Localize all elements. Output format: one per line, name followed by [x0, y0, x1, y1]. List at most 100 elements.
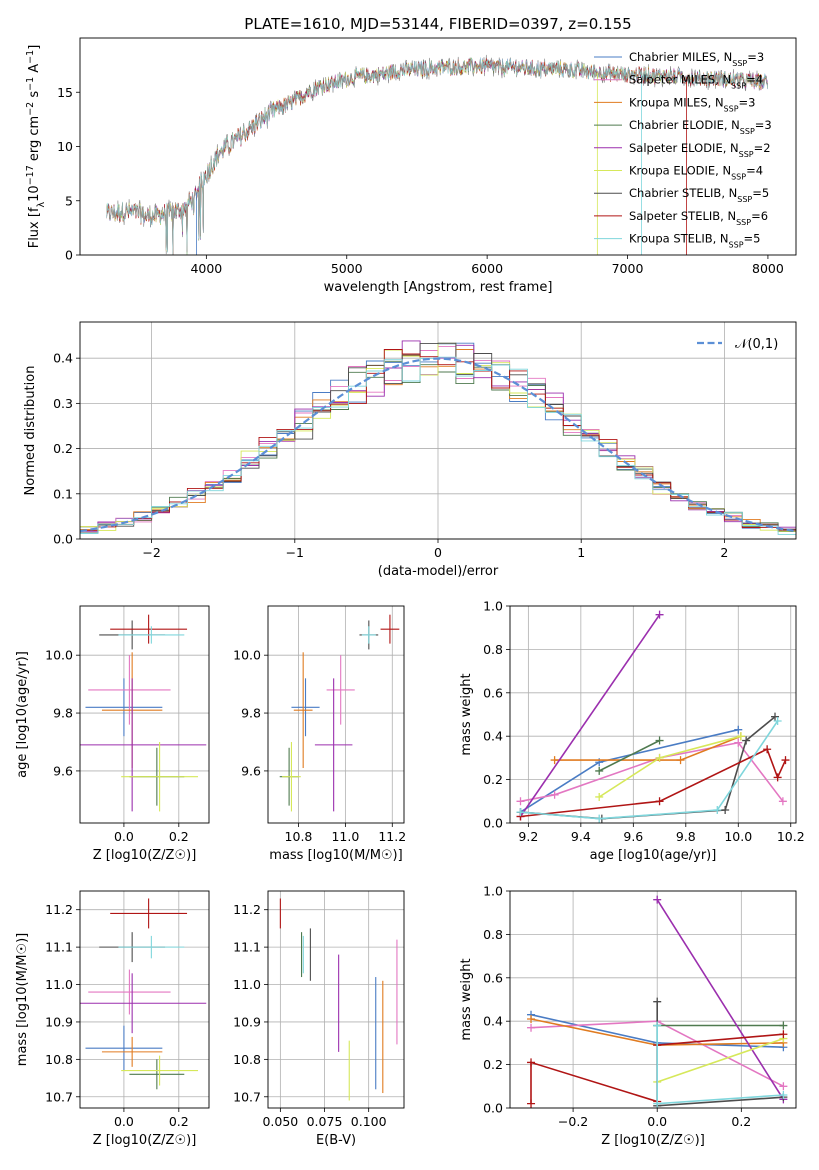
- weight-marker: [655, 753, 664, 762]
- legend-entry: Salpeter MILES, NSSP=4: [629, 73, 763, 91]
- x-tick-label: 2: [720, 545, 728, 560]
- y-tick-label: 0.2: [53, 441, 73, 456]
- x-tick-label: 9.2: [518, 829, 538, 844]
- weight-lines: [527, 895, 788, 1108]
- axes-frame: [79, 605, 210, 824]
- legend-entry: Salpeter STELIB, NSSP=6: [629, 209, 768, 227]
- x-tick-label: 0.050: [262, 1114, 298, 1129]
- weight-marker: [550, 756, 559, 765]
- x-tick-label: −1: [286, 545, 304, 560]
- weight-marker: [653, 1021, 662, 1030]
- x-axis-label: mass [log10(M/M☉)]: [269, 848, 402, 863]
- y-axis-label: age [log10(age/yr)]: [15, 651, 30, 778]
- y-axis-label: mass [log10(M/M☉)]: [15, 933, 30, 1066]
- y-tick-label: 10.8: [233, 1052, 261, 1067]
- y-tick-label: 11.1: [45, 940, 73, 955]
- x-tick-label: 5000: [331, 261, 363, 276]
- weight-marker: [779, 1082, 788, 1091]
- y-axis-label: mass weight: [459, 673, 474, 755]
- axes-frame: [509, 890, 797, 1109]
- x-tick-label: 10.0: [724, 829, 752, 844]
- spectrum-panel: 4000 5000 6000 7000 8000 0 5 10 15 wavelength [An…: [25, 37, 797, 295]
- y-tick-label: 9.6: [241, 763, 261, 778]
- residuals-panel: −2 −1 0 1 2 0.0 0.1 0.2 0.3 0.4 𝒩(0,1) (data-model)…: [23, 321, 797, 579]
- y-axis-label: Normed distribution: [23, 366, 38, 496]
- x-tick-label: 0.0: [114, 829, 134, 844]
- x-tick-label: 0.100: [351, 1114, 387, 1129]
- y-tick-label: 10.9: [45, 1014, 73, 1029]
- y-tick-label: 5: [65, 193, 73, 208]
- y-tick-label: 10.7: [45, 1089, 73, 1104]
- x-tick-label: 0.075: [307, 1114, 343, 1129]
- x-tick-label: 0.2: [169, 1114, 189, 1129]
- weight-marker: [595, 792, 604, 801]
- legend-entry: Chabrier MILES, NSSP=3: [629, 50, 764, 68]
- x-tick-label: 11.0: [331, 829, 359, 844]
- x-tick-label: 7000: [612, 261, 644, 276]
- axes-frame: [79, 890, 210, 1109]
- normal-curve: [80, 357, 796, 533]
- weight-line-salpeter-elodie: [656, 899, 785, 1100]
- x-tick-label: 9.8: [676, 829, 696, 844]
- weight-marker: [779, 1030, 788, 1039]
- x-tick-label: 0.0: [114, 1114, 134, 1129]
- weight-marker: [516, 797, 525, 806]
- x-tick-label: −2: [142, 545, 160, 560]
- weight-marker: [763, 745, 772, 754]
- legend-entry: Salpeter ELODIE, NSSP=2: [629, 141, 771, 159]
- y-tick-label: 0.4: [483, 729, 503, 744]
- x-axis-label: E(B-V): [316, 1133, 356, 1148]
- legend-entry: Kroupa STELIB, NSSP=5: [629, 232, 760, 250]
- y-tick-label: 10.0: [45, 648, 73, 663]
- axes-frame: [79, 321, 797, 540]
- massweight_vs_Z-panel: −0.2 0.0 0.2 0.0 0.2 0.4 0.6 0.8 1.0 Z [log10(Z/Z…: [459, 884, 797, 1148]
- x-tick-label: 0: [434, 545, 442, 560]
- y-tick-label: 11.2: [233, 902, 261, 917]
- weight-marker: [595, 766, 604, 775]
- age_vs_Z-panel: 0.0 0.2 9.6 9.8 10.0 Z [log10(Z/Z☉)] age [log1…: [15, 605, 210, 863]
- x-tick-label: 4000: [190, 261, 222, 276]
- y-tick-label: 11.0: [233, 977, 261, 992]
- weight-marker: [779, 1090, 788, 1099]
- y-tick-label: 0.8: [483, 927, 503, 942]
- x-tick-label: 0.2: [731, 1114, 751, 1129]
- axes-frame: [267, 890, 405, 1109]
- weight-marker: [781, 756, 790, 765]
- errorbars: [80, 614, 207, 812]
- y-tick-label: 0.0: [483, 1101, 503, 1116]
- errorbars: [80, 898, 207, 1090]
- y-tick-label: 0.3: [53, 396, 73, 411]
- spectrum-lines: [106, 54, 768, 255]
- x-axis-label: Z [log10(Z/Z☉)]: [601, 1133, 705, 1148]
- x-tick-label: 0.0: [647, 1114, 667, 1129]
- x-tick-label: −0.2: [558, 1114, 588, 1129]
- mass_vs_EBV-panel: 0.050 0.075 0.100 10.7 10.8 10.9 11.0 11.1 11.2 E…: [233, 890, 405, 1148]
- legend-entry: Chabrier STELIB, NSSP=5: [629, 186, 769, 204]
- x-axis-label: age [log10(age/yr)]: [590, 848, 717, 863]
- x-axis-label: Z [log10(Z/Z☉)]: [93, 848, 197, 863]
- legend-entry: Kroupa MILES, NSSP=3: [629, 95, 755, 113]
- errorbars: [279, 898, 398, 1101]
- y-tick-label: 9.6: [53, 763, 73, 778]
- weight-line-chabrier-elodie: [598, 739, 660, 772]
- y-tick-label: 0.4: [53, 351, 73, 366]
- weight-line-kroupa-elodie: [656, 1037, 784, 1083]
- spectrum-line-kroupa-stelib: [106, 57, 768, 255]
- y-tick-label: 10.7: [233, 1089, 261, 1104]
- weight-marker: [527, 1099, 536, 1108]
- weight-marker: [595, 814, 604, 823]
- y-tick-label: 10: [57, 139, 73, 154]
- weight-marker: [655, 610, 664, 619]
- y-tick-label: 9.8: [53, 706, 73, 721]
- x-tick-label: 0.2: [169, 829, 189, 844]
- weight-marker: [742, 736, 751, 745]
- weight-marker: [779, 1021, 788, 1030]
- y-tick-label: 0.4: [483, 1014, 503, 1029]
- weight-marker: [713, 805, 722, 814]
- x-axis-label: Z [log10(Z/Z☉)]: [93, 1133, 197, 1148]
- y-tick-label: 10.0: [233, 648, 261, 663]
- weight-marker: [655, 736, 664, 745]
- x-axis-label: wavelength [Angstrom, rest frame]: [324, 280, 553, 295]
- axes-frame: [267, 605, 405, 824]
- spectrum-legend: Chabrier MILES, NSSP=3 Salpeter MILES, NS…: [594, 50, 772, 249]
